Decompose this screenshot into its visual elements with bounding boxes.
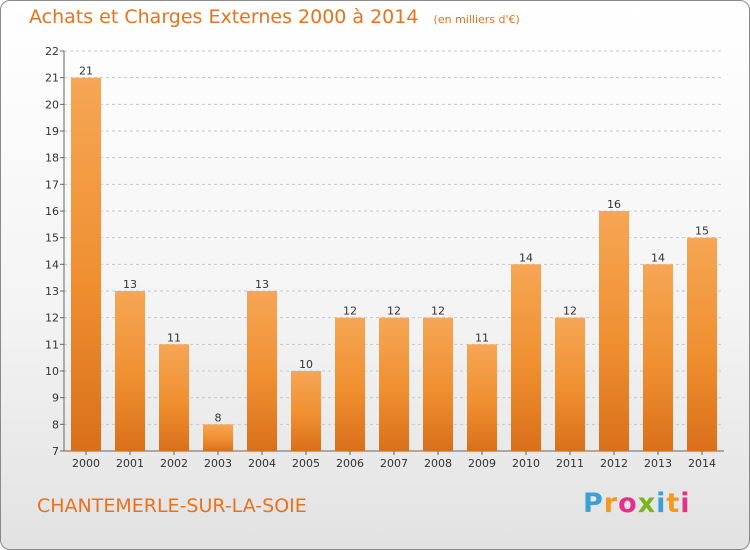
bar-2004	[247, 291, 277, 451]
chart-title: Achats et Charges Externes 2000 à 2014	[29, 6, 419, 28]
bars	[71, 77, 717, 452]
value-label-2008: 12	[431, 305, 445, 318]
bar-2011	[555, 317, 585, 451]
logo-letter: o	[618, 488, 638, 519]
y-tick-label: 9	[52, 392, 59, 405]
bar-2002	[159, 344, 189, 451]
x-tick-label-2002: 2002	[160, 457, 188, 470]
x-tick-label-2008: 2008	[424, 457, 452, 470]
logo-letter: t	[666, 488, 681, 519]
bar-2003	[203, 424, 233, 451]
bar-2010	[511, 264, 541, 451]
value-label-2003: 8	[215, 411, 222, 424]
bar-2000	[71, 77, 101, 452]
y-tick-label: 10	[45, 365, 59, 378]
labels: 7 8 9 10 11 12 13 14 15 16 17 18 19 20 21 22 21 2000 13 200…	[45, 45, 716, 470]
logo-letter: i	[680, 488, 691, 519]
value-label-2011: 12	[563, 305, 577, 318]
value-label-2000: 21	[79, 65, 93, 78]
value-label-2006: 12	[343, 305, 357, 318]
bar-2014	[687, 237, 717, 451]
y-tick-label: 13	[45, 285, 59, 298]
chart-header: Achats et Charges Externes 2000 à 2014 (…	[29, 6, 520, 28]
proxiti-logo: Proxiti	[583, 488, 691, 519]
logo-letter: x	[637, 488, 657, 519]
bar-2007	[379, 317, 409, 451]
bar-2009	[467, 344, 497, 451]
x-tick-label-2009: 2009	[468, 457, 496, 470]
bar-2005	[291, 371, 321, 451]
y-tick-label: 11	[45, 338, 59, 351]
bar-2008	[423, 317, 453, 451]
y-tick-label: 15	[45, 232, 59, 245]
value-label-2001: 13	[123, 278, 137, 291]
y-tick-label: 21	[45, 72, 59, 85]
x-tick-label-2013: 2013	[644, 457, 672, 470]
x-tick-label-2004: 2004	[248, 457, 276, 470]
y-tick-label: 16	[45, 205, 59, 218]
bar-2012	[599, 211, 629, 451]
value-label-2002: 11	[167, 331, 181, 344]
x-tick-label-2011: 2011	[556, 457, 584, 470]
value-label-2012: 16	[607, 198, 621, 211]
value-label-2010: 14	[519, 251, 533, 264]
value-label-2014: 15	[695, 225, 709, 238]
x-tick-label-2014: 2014	[688, 457, 716, 470]
logo-letter: P	[583, 488, 604, 519]
x-tick-label-2012: 2012	[600, 457, 628, 470]
x-tick-label-2005: 2005	[292, 457, 320, 470]
value-label-2004: 13	[255, 278, 269, 291]
y-tick-label: 7	[52, 445, 59, 458]
y-tick-label: 17	[45, 178, 59, 191]
bar-2006	[335, 317, 365, 451]
commune-name: CHANTEMERLE-SUR-LA-SOIE	[37, 495, 307, 517]
logo-letter: i	[656, 488, 667, 519]
x-tick-label-2006: 2006	[336, 457, 364, 470]
value-label-2009: 11	[475, 331, 489, 344]
bar-2001	[115, 291, 145, 451]
chart-unit: (en milliers d'€)	[433, 13, 520, 26]
y-tick-label: 8	[52, 418, 59, 431]
bar-2013	[643, 264, 673, 451]
x-tick-label-2000: 2000	[72, 457, 100, 470]
x-tick-label-2001: 2001	[116, 457, 144, 470]
value-label-2005: 10	[299, 358, 313, 371]
x-tick-label-2003: 2003	[204, 457, 232, 470]
y-tick-label: 14	[45, 258, 59, 271]
y-tick-label: 18	[45, 152, 59, 165]
y-tick-label: 22	[45, 45, 59, 58]
y-tick-label: 20	[45, 98, 59, 111]
value-label-2013: 14	[651, 251, 665, 264]
y-tick-label: 19	[45, 125, 59, 138]
x-tick-label-2010: 2010	[512, 457, 540, 470]
logo-letter: r	[603, 488, 619, 519]
x-tick-label-2007: 2007	[380, 457, 408, 470]
y-tick-label: 12	[45, 312, 59, 325]
value-label-2007: 12	[387, 305, 401, 318]
